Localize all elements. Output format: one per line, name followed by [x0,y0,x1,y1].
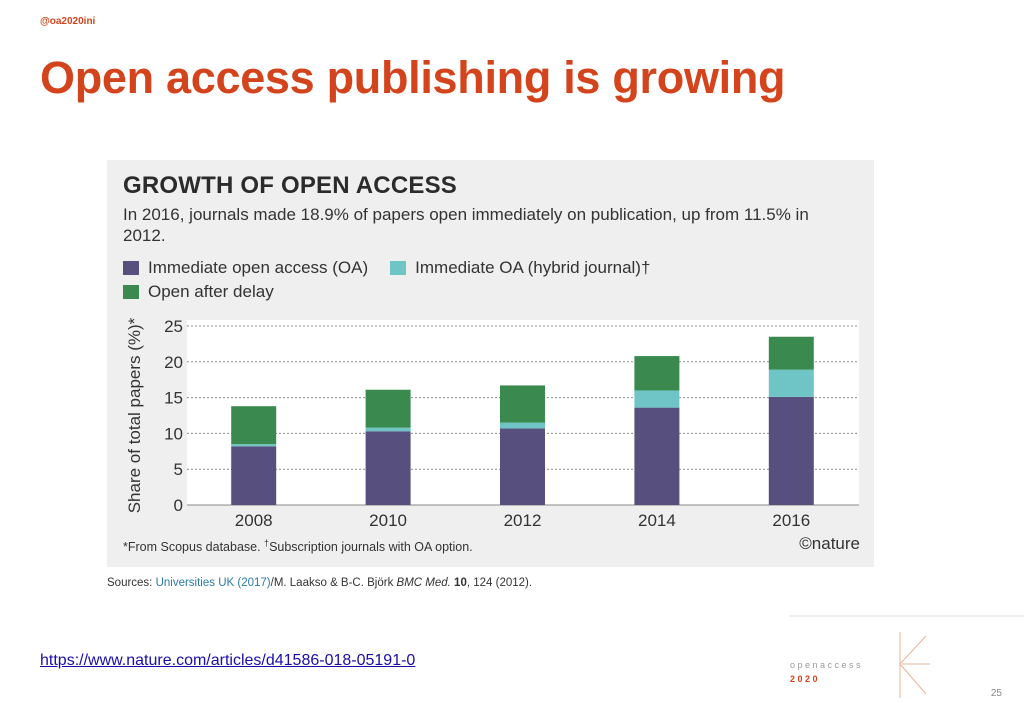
legend-swatch-immediate-oa [123,261,139,275]
y-axis-label: Share of total papers (%)* [125,317,144,513]
y-tick-label: 15 [164,389,183,408]
legend-swatch-hybrid-oa [390,261,407,275]
slide-title: Open access publishing is growing [40,52,786,103]
bar-2014-series-0 [634,407,680,505]
sources-tail: , 124 (2012). [466,577,533,589]
bar-2014-series-1 [634,390,680,408]
article-link[interactable]: https://www.nature.com/articles/d41586-0… [40,652,416,669]
footnote-part-b: Subscription journals with OA option. [269,540,473,555]
sources-volume: 10 [450,577,467,589]
bar-2016-series-2 [768,336,814,370]
chart-legend: Immediate open access (OA) Immediate OA … [123,256,672,304]
legend-swatch-open-after-delay [123,285,139,299]
stacked-bar-chart: 0 5 10 15 20 25 Share of total papers (%)* 2008… [125,317,859,530]
bar-2010-series-2 [365,389,411,428]
logo-2020-text: 2 0 2 0 [790,674,818,684]
sources-line: Sources: Universities UK (2017)/M. Laaks… [107,577,532,589]
y-tick-label: 0 [174,496,183,515]
nature-credit: ©nature [799,534,860,553]
bar-2008-series-1 [231,444,277,447]
sources-link[interactable]: Universities UK (2017) [155,577,271,589]
y-tick-label: 5 [174,460,183,479]
x-tick-label: 2012 [504,511,542,530]
footnote-part-a: *From Scopus database. [123,540,265,555]
y-tick-label: 25 [164,317,183,336]
page-number: 25 [990,688,1002,699]
sources-authors: /M. Laakso & B-C. Björk [270,577,397,589]
bar-2016-series-1 [768,369,814,397]
bar-2012-series-0 [500,428,545,505]
nature-figure: GROWTH OF OPEN ACCESS In 2016, journals … [107,160,874,567]
legend-item-immediate-oa: Immediate open access (OA) [123,258,368,278]
y-tick-label: 10 [164,424,183,443]
figure-title: GROWTH OF OPEN ACCESS [123,172,457,199]
oa2020-logo: o p e n a c c e s s 2 0 2 0 [790,615,1024,698]
legend-item-open-after-delay: Open after delay [123,282,274,302]
legend-label-open-after-delay: Open after delay [148,282,274,301]
logo-open-access-text: o p e n a c c e s s [790,660,861,670]
x-tick-label: 2014 [638,511,676,530]
bar-2012-series-2 [500,385,545,423]
bar-2010-series-0 [365,431,411,505]
x-tick-label: 2016 [772,511,810,530]
x-tick-label: 2008 [235,511,273,530]
y-tick-label: 20 [164,353,183,372]
bar-2014-series-2 [634,356,680,391]
sources-prefix: Sources: [107,577,156,589]
figure-footnote: *From Scopus database. †Subscription jou… [123,538,473,554]
figure-subtitle: In 2016, journals made 18.9% of papers o… [123,205,809,245]
bar-2008-series-2 [231,406,277,445]
bar-2012-series-1 [500,422,545,429]
twitter-handle: @oa2020ini [40,16,96,27]
bar-2008-series-0 [231,446,277,505]
legend-label-immediate-oa: Immediate open access (OA) [148,258,369,277]
sources-journal: BMC Med. [396,577,451,589]
x-tick-label: 2010 [369,511,407,530]
footnote-dagger: † [264,538,270,548]
bar-2010-series-1 [365,427,411,432]
legend-item-hybrid-oa: Immediate OA (hybrid journal)† [390,258,650,278]
bar-2016-series-0 [768,396,814,505]
legend-label-hybrid-oa: Immediate OA (hybrid journal)† [415,258,651,277]
